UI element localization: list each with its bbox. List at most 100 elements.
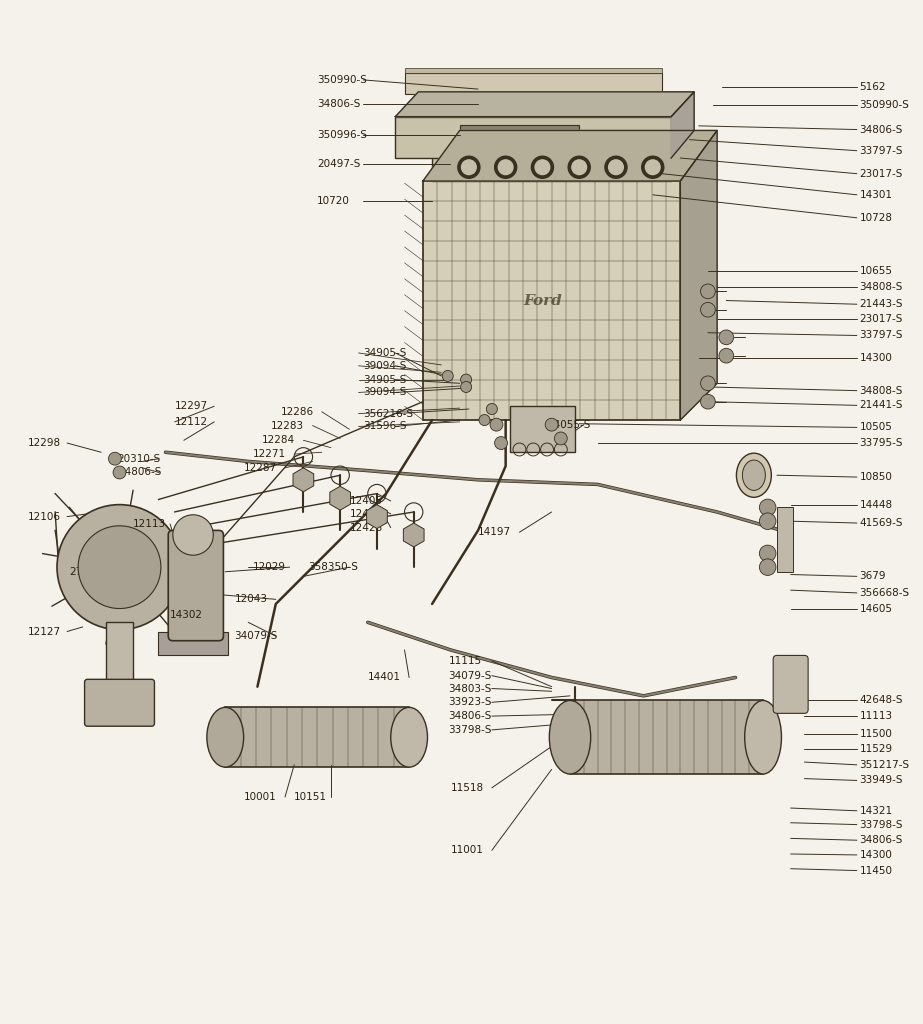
Text: 12284: 12284 [262,435,295,445]
FancyBboxPatch shape [432,154,671,181]
Text: 34806-S: 34806-S [117,468,161,477]
Circle shape [535,160,550,174]
Text: 31596-S: 31596-S [363,422,407,431]
Circle shape [760,499,776,516]
Circle shape [462,160,476,174]
Text: 34079-S: 34079-S [234,631,278,641]
Circle shape [760,559,776,575]
Circle shape [109,453,121,465]
Circle shape [498,160,513,174]
FancyBboxPatch shape [404,68,662,74]
Text: 34808-S: 34808-S [859,386,903,395]
FancyBboxPatch shape [168,530,223,641]
Text: 11529: 11529 [859,744,893,755]
Circle shape [701,376,715,390]
Text: 14321: 14321 [859,806,893,816]
Text: 12127: 12127 [28,627,61,637]
Text: 10151: 10151 [294,792,327,802]
Ellipse shape [745,700,782,774]
Text: 12286: 12286 [281,407,314,417]
Text: 34806-S: 34806-S [449,711,492,721]
Circle shape [605,157,627,178]
Text: 11518: 11518 [450,782,484,793]
Text: 39094-S: 39094-S [363,387,406,397]
Circle shape [114,466,126,479]
Text: 356216-S: 356216-S [363,409,414,419]
Text: 11115: 11115 [449,656,482,666]
Text: 34806-S: 34806-S [318,98,361,109]
Text: 12297: 12297 [174,401,208,412]
Text: 33798-S: 33798-S [859,819,903,829]
FancyBboxPatch shape [158,632,228,654]
Circle shape [641,157,664,178]
Circle shape [461,382,472,392]
Circle shape [545,418,558,431]
Polygon shape [395,92,694,117]
Text: 12112: 12112 [174,417,208,427]
Text: 34905-S: 34905-S [363,375,406,385]
Text: 14448: 14448 [859,500,893,510]
Text: 358350-S: 358350-S [308,562,358,572]
FancyBboxPatch shape [395,117,671,158]
Circle shape [645,160,660,174]
Text: 10655: 10655 [859,266,893,276]
Text: 12410: 12410 [350,509,382,519]
Circle shape [173,515,213,555]
Ellipse shape [390,708,427,767]
Text: 33798-S: 33798-S [449,725,492,735]
FancyBboxPatch shape [773,655,809,714]
Ellipse shape [207,708,244,767]
Text: 14401: 14401 [367,673,401,682]
Text: 10850: 10850 [859,472,893,482]
Text: 27177-S: 27177-S [69,566,113,577]
Text: 21441-S: 21441-S [859,400,903,411]
Circle shape [461,374,472,385]
Text: 14197: 14197 [478,527,511,538]
Circle shape [719,348,734,364]
Polygon shape [671,92,694,158]
Circle shape [719,330,734,345]
Text: 34055-S: 34055-S [547,420,591,430]
Circle shape [479,415,490,426]
Ellipse shape [549,700,591,774]
Ellipse shape [737,454,772,498]
Text: 356668-S: 356668-S [859,588,910,598]
Text: 14302: 14302 [170,610,203,620]
Circle shape [555,432,568,444]
Text: 3679: 3679 [859,571,886,582]
Text: 12271: 12271 [253,450,286,459]
Text: 11450: 11450 [859,865,893,876]
FancyBboxPatch shape [404,74,662,93]
FancyBboxPatch shape [460,125,580,151]
Text: 12283: 12283 [271,421,305,430]
Text: 5162: 5162 [859,82,886,92]
Polygon shape [680,130,717,420]
Text: 12298: 12298 [28,438,61,449]
Text: 12043: 12043 [234,594,268,604]
Text: 12113: 12113 [133,519,166,529]
FancyBboxPatch shape [85,679,154,726]
Text: 10728: 10728 [859,213,893,223]
FancyBboxPatch shape [570,700,763,774]
Text: Ford: Ford [523,294,562,307]
Text: 39094-S: 39094-S [363,360,406,371]
Text: 33949-S: 33949-S [859,775,903,785]
Text: 23017-S: 23017-S [859,169,903,178]
Ellipse shape [742,460,765,490]
Text: 10001: 10001 [244,792,276,802]
FancyBboxPatch shape [225,708,409,767]
Text: 34079-S: 34079-S [449,671,492,681]
Text: 350990-S: 350990-S [318,75,367,85]
Text: 14605: 14605 [859,603,893,613]
Text: 14300: 14300 [859,850,893,860]
Text: 33797-S: 33797-S [859,145,903,156]
Text: 42648-S: 42648-S [859,695,903,706]
Circle shape [486,403,497,415]
Text: 34905-S: 34905-S [363,348,406,358]
Text: 10720: 10720 [318,197,350,206]
Circle shape [701,284,715,299]
Text: 34806-S: 34806-S [859,836,903,845]
Circle shape [760,545,776,561]
Text: 11113: 11113 [859,711,893,721]
Text: 34808-S: 34808-S [859,282,903,292]
